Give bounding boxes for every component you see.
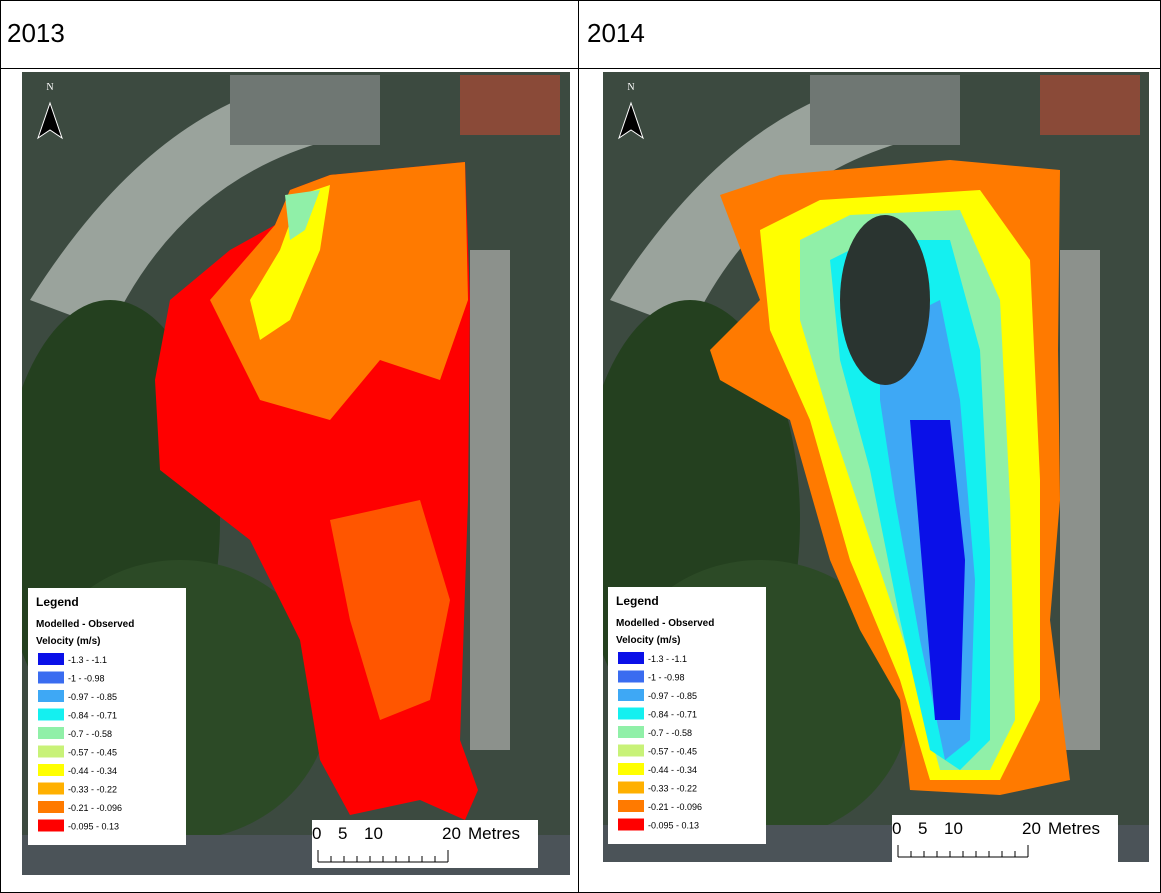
legend-swatch (38, 672, 64, 684)
north-label: N (627, 82, 634, 93)
legend-swatch (38, 709, 64, 721)
legend-swatch (618, 689, 644, 701)
legend-title: Legend (616, 594, 659, 608)
legend-swatch (618, 671, 644, 683)
legend-swatch (38, 727, 64, 739)
scale-tick: 10 (364, 824, 383, 843)
year-header: 2014 (587, 18, 645, 48)
scale-tick: 0 (892, 819, 901, 838)
scale-tick: 5 (338, 824, 347, 843)
legend-label: -0.33 - -0.22 (68, 785, 117, 795)
legend-subtitle: Modelled - Observed (616, 618, 714, 629)
legend-swatch (618, 652, 644, 664)
scale-tick: 5 (918, 819, 927, 838)
legend-swatch (38, 783, 64, 795)
legend-swatch (38, 801, 64, 813)
year-header: 2013 (7, 18, 65, 48)
legend-swatch (38, 690, 64, 702)
legend-label: -1 - -0.98 (648, 673, 685, 683)
legend-label: -0.21 - -0.096 (648, 802, 702, 812)
legend-unit: Velocity (m/s) (36, 636, 100, 647)
legend-label: -0.57 - -0.45 (68, 748, 117, 758)
scale-tick: 20 (442, 824, 461, 843)
legend-label: -1 - -0.98 (68, 674, 105, 684)
page: 2013 N Legend Modelled - Observed Velocity (… (0, 0, 1161, 893)
north-label: N (46, 82, 53, 93)
legend-label: -1.3 - -1.1 (68, 655, 107, 665)
legend-swatch (618, 708, 644, 720)
legend-swatch (618, 782, 644, 794)
legend-label: -0.21 - -0.096 (68, 803, 122, 813)
legend-swatch (618, 745, 644, 757)
legend-title: Legend (36, 595, 79, 609)
legend-label: -0.84 - -0.71 (648, 710, 697, 720)
legend-unit: Velocity (m/s) (616, 635, 680, 646)
legend-swatch (618, 726, 644, 738)
legend-label: -0.84 - -0.71 (68, 711, 117, 721)
legend-label: -0.44 - -0.34 (68, 766, 117, 776)
legend-label: -0.97 - -0.85 (648, 691, 697, 701)
scale-unit: Metres (1048, 819, 1100, 838)
legend-swatch (618, 763, 644, 775)
scale-tick: 0 (312, 824, 321, 843)
scale-unit: Metres (468, 824, 520, 843)
legend-label: -0.095 - 0.13 (68, 822, 119, 832)
scale-tick: 20 (1022, 819, 1041, 838)
legend-swatch (618, 800, 644, 812)
legend-subtitle: Modelled - Observed (36, 619, 134, 630)
legend-label: -0.7 - -0.58 (68, 729, 112, 739)
legend-swatch (38, 820, 64, 832)
legend-swatch (38, 653, 64, 665)
legend-label: -0.97 - -0.85 (68, 692, 117, 702)
legend-swatch (38, 746, 64, 758)
legend-label: -0.095 - 0.13 (648, 821, 699, 831)
legend-swatch (618, 819, 644, 831)
legend-label: -0.44 - -0.34 (648, 765, 697, 775)
scale-tick: 10 (944, 819, 963, 838)
legend-label: -1.3 - -1.1 (648, 654, 687, 664)
legend-label: -0.7 - -0.58 (648, 728, 692, 738)
legend-swatch (38, 764, 64, 776)
legend-label: -0.33 - -0.22 (648, 784, 697, 794)
legend-label: -0.57 - -0.45 (648, 747, 697, 757)
